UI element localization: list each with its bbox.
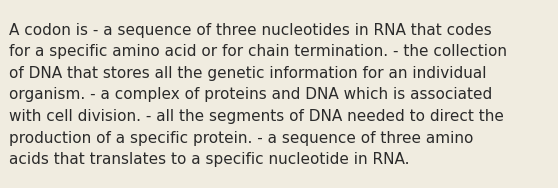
Text: A codon is - a sequence of three nucleotides in RNA that codes
for a specific am: A codon is - a sequence of three nucleot… — [9, 23, 507, 167]
